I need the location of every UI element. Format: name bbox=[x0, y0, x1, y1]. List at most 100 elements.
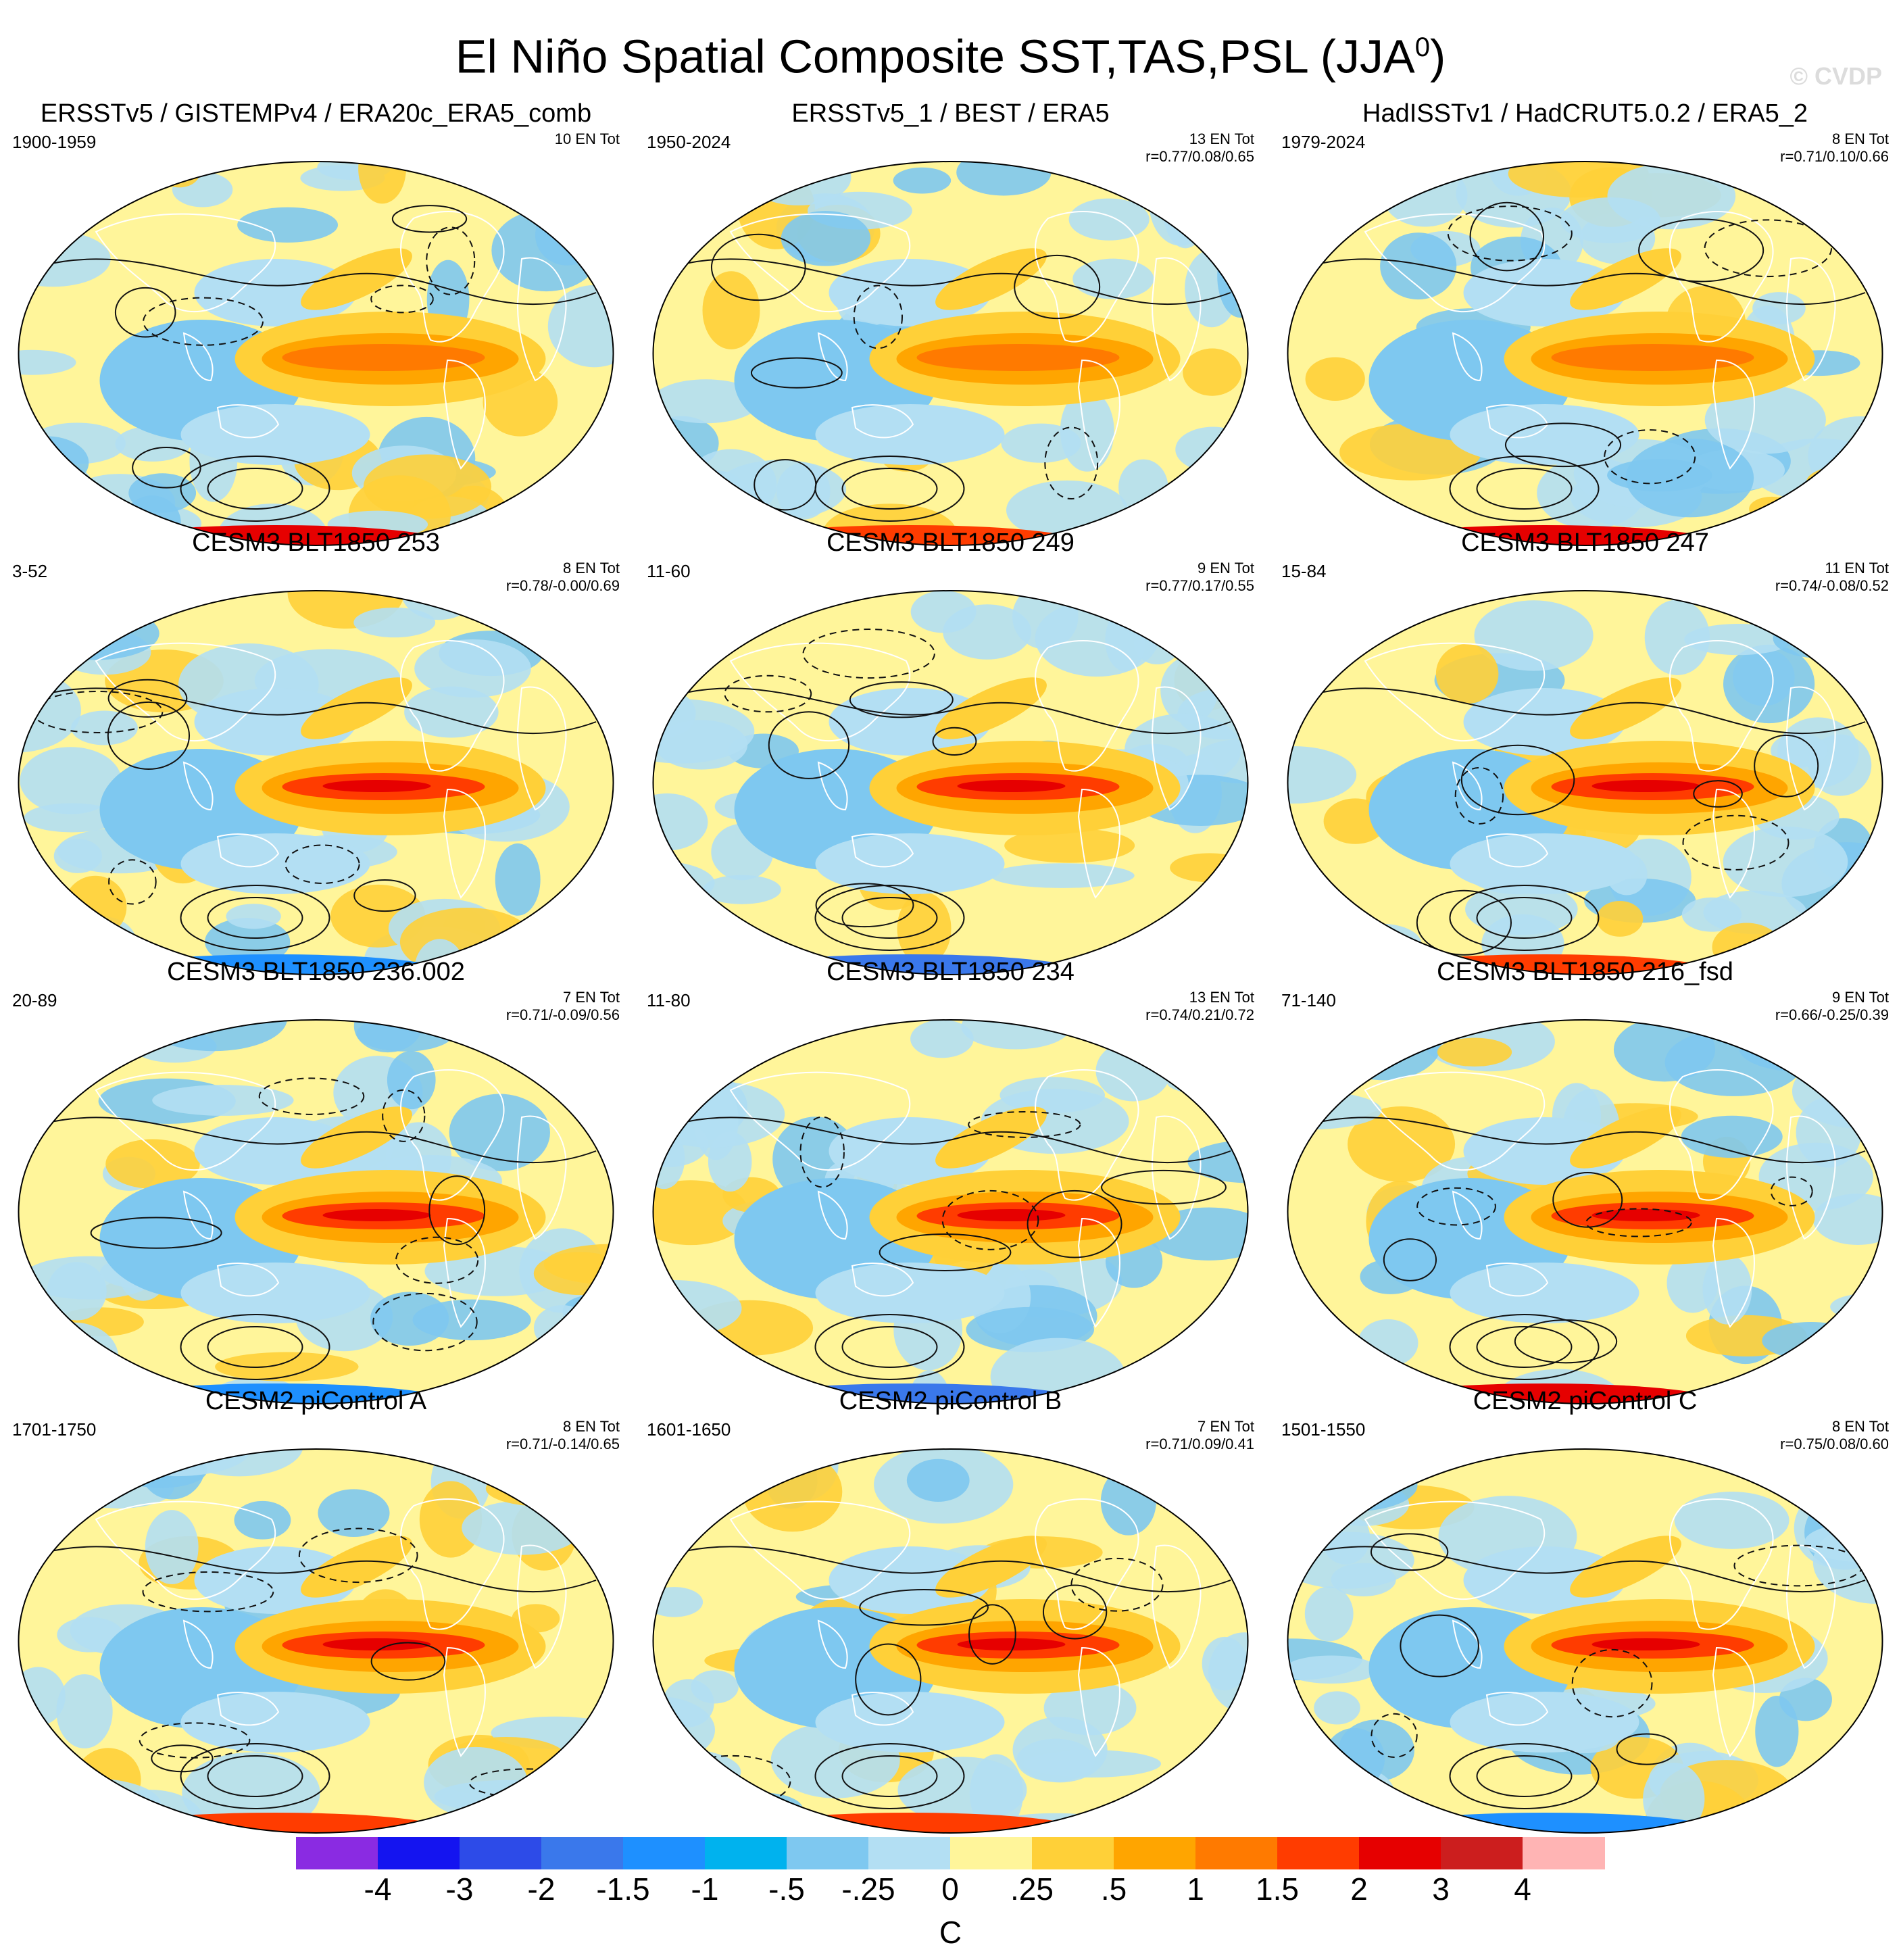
psl-contour bbox=[1638, 218, 1764, 283]
anomaly-blob bbox=[1385, 1813, 1451, 1833]
psl-contour bbox=[1449, 885, 1600, 951]
anomaly-blob bbox=[815, 1692, 1005, 1753]
coastline bbox=[1035, 1498, 1139, 1630]
psl-contour bbox=[676, 687, 1231, 735]
coastline bbox=[1786, 1115, 1836, 1240]
psl-contour bbox=[1449, 1743, 1600, 1809]
anomaly-blob bbox=[57, 1617, 123, 1652]
psl-contour bbox=[1469, 201, 1545, 272]
anomaly-blob bbox=[43, 164, 107, 215]
colorbar-tick-label: -3 bbox=[445, 1871, 474, 1907]
anomaly-blob bbox=[18, 349, 76, 375]
composite-map bbox=[1287, 1448, 1883, 1834]
psl-contour bbox=[1101, 1169, 1227, 1205]
colorbar-segment bbox=[705, 1837, 787, 1869]
anomaly-blob bbox=[485, 1471, 598, 1506]
coastline bbox=[182, 332, 214, 382]
psl-contour bbox=[841, 1326, 938, 1368]
map-outline bbox=[652, 161, 1249, 546]
coastline bbox=[1077, 1217, 1120, 1328]
anomaly-blob bbox=[1175, 426, 1248, 472]
coastline bbox=[1712, 1217, 1755, 1328]
cvdp-watermark: © CVDP bbox=[1789, 62, 1882, 90]
anomaly-blob bbox=[18, 1778, 162, 1832]
anomaly-blob bbox=[1100, 1467, 1156, 1536]
colorbar-tick-label: -.5 bbox=[768, 1871, 805, 1907]
coastline bbox=[517, 257, 567, 382]
coastline bbox=[517, 686, 567, 811]
psl-contour bbox=[814, 456, 965, 522]
anomaly-blob bbox=[237, 207, 339, 243]
psl-contour bbox=[710, 233, 806, 301]
psl-contour bbox=[1400, 1614, 1479, 1677]
anomaly-blob bbox=[990, 863, 1135, 888]
panel-period: 1601-1650 bbox=[647, 1419, 731, 1440]
panel-period: 11-60 bbox=[647, 561, 691, 581]
panel-stats: 8 EN Tot r=0.71/0.10/0.66 bbox=[1780, 130, 1889, 166]
psl-contour bbox=[207, 1755, 303, 1797]
anomaly-blob bbox=[1287, 1655, 1379, 1684]
composite-map bbox=[1287, 1019, 1883, 1404]
panel-stats: 8 EN Tot r=0.71/-0.14/0.65 bbox=[506, 1418, 620, 1453]
colorbar-tick-label: .25 bbox=[1010, 1871, 1054, 1907]
panel-correlation: r=0.74/0.21/0.72 bbox=[1145, 1006, 1254, 1023]
coastline bbox=[517, 1115, 567, 1240]
psl-contour bbox=[41, 258, 597, 305]
nino-tongue-peak bbox=[322, 780, 431, 792]
anomaly-blob bbox=[1187, 1140, 1248, 1183]
panel-stats: 7 EN Tot r=0.71/0.09/0.41 bbox=[1145, 1418, 1254, 1453]
coastline bbox=[729, 642, 911, 742]
anomaly-blob bbox=[685, 449, 777, 520]
colorbar-tick-label: -.25 bbox=[841, 1871, 895, 1907]
coastline bbox=[729, 1071, 911, 1171]
psl-contour bbox=[814, 1743, 965, 1809]
map-panel: CESM3 BLT1850 247 15-84 11 EN Tot r=0.74/-0… bbox=[1269, 527, 1901, 987]
composite-map bbox=[18, 1019, 614, 1404]
anomaly-blob bbox=[1437, 1037, 1512, 1067]
map-panel: CESM2 piControl C 1501-1550 8 EN Tot r=0.75… bbox=[1269, 1386, 1901, 1845]
psl-contour bbox=[180, 1743, 330, 1809]
panel-correlation: r=0.71/-0.09/0.56 bbox=[505, 1006, 620, 1023]
colorbar-tick-label: -1 bbox=[691, 1871, 719, 1907]
psl-contour bbox=[1449, 456, 1600, 522]
colorbar-tick-label: 1 bbox=[1187, 1871, 1204, 1907]
coastline bbox=[851, 404, 914, 439]
psl-contour bbox=[1770, 1176, 1813, 1206]
colorbar-segment bbox=[541, 1837, 624, 1869]
anomaly-blob bbox=[215, 1352, 359, 1381]
panel-stats: 13 EN Tot r=0.74/0.21/0.72 bbox=[1145, 989, 1254, 1024]
coastline bbox=[1035, 1069, 1139, 1201]
panel-correlation: r=0.77/0.08/0.65 bbox=[1145, 148, 1254, 165]
coastline bbox=[1077, 788, 1120, 899]
psl-contour bbox=[1416, 1187, 1496, 1226]
anomaly-blob bbox=[935, 1536, 1047, 1598]
nino-tongue-peak bbox=[1591, 1638, 1700, 1650]
anomaly-blob bbox=[1304, 1586, 1354, 1642]
anomaly-blob bbox=[234, 1500, 291, 1540]
psl-contour bbox=[1070, 1557, 1164, 1612]
psl-contour bbox=[1754, 734, 1819, 798]
colorbar-tick-label: -2 bbox=[527, 1871, 556, 1907]
anomaly-blob bbox=[906, 1459, 970, 1502]
figure-title: El Niño Spatial Composite SST,TAS,PSL (J… bbox=[0, 20, 1901, 83]
anomaly-blob bbox=[1012, 1717, 1108, 1783]
figure-title-text: El Niño Spatial Composite SST,TAS,PSL (J… bbox=[455, 30, 1415, 83]
coastline bbox=[1485, 1263, 1549, 1297]
psl-contour bbox=[1383, 1238, 1437, 1281]
psl-contour bbox=[1416, 889, 1512, 956]
anomaly-blob bbox=[1570, 1536, 1681, 1598]
colorbar-tick-label: 1.5 bbox=[1256, 1871, 1299, 1907]
anomaly-blob bbox=[653, 591, 722, 656]
coastline bbox=[729, 213, 911, 313]
psl-contour bbox=[799, 1116, 845, 1188]
psl-contour bbox=[853, 285, 903, 349]
psl-contour bbox=[428, 1175, 486, 1246]
panel-event-count: 9 EN Tot bbox=[1832, 989, 1889, 1006]
panel-stats: 11 EN Tot r=0.74/-0.08/0.52 bbox=[1775, 560, 1889, 595]
anomaly-blob bbox=[781, 211, 871, 266]
anomaly-blob bbox=[1752, 292, 1806, 324]
anomaly-blob bbox=[358, 162, 406, 204]
map-panel: HadISSTv1 / HadCRUT5.0.2 / ERA5_2 1979-20… bbox=[1269, 98, 1901, 558]
anomaly-blob bbox=[1773, 618, 1866, 658]
psl-contour bbox=[372, 1292, 478, 1352]
